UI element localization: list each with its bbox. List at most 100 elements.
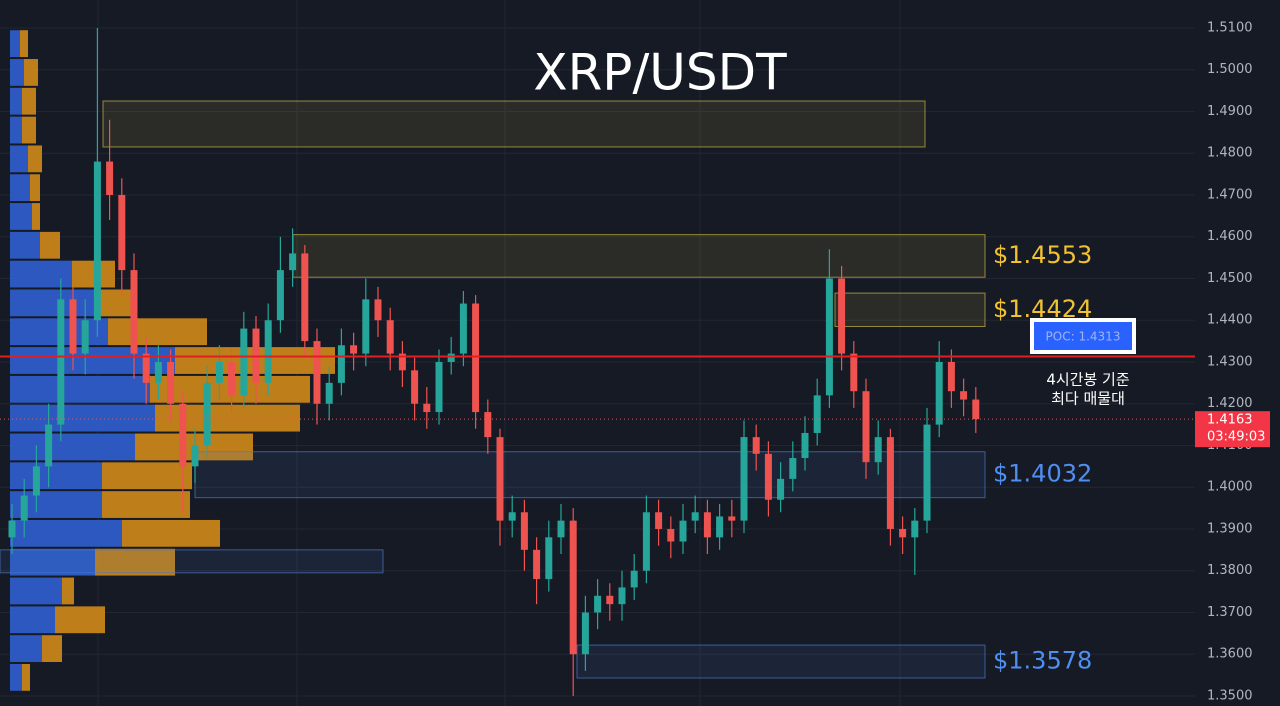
zone bbox=[102, 100, 926, 148]
candle-body bbox=[972, 399, 980, 420]
profile-sell bbox=[40, 231, 60, 259]
profile-sell bbox=[72, 260, 115, 288]
candle-body bbox=[69, 299, 77, 354]
candle-body bbox=[32, 466, 40, 496]
zone bbox=[292, 234, 986, 278]
candle-body bbox=[728, 516, 736, 521]
candle-body bbox=[557, 520, 565, 538]
zone bbox=[576, 644, 986, 679]
candle-body bbox=[642, 512, 650, 571]
zone bbox=[834, 292, 986, 327]
candle-body bbox=[374, 299, 382, 321]
profile-buy bbox=[10, 260, 72, 288]
candle-body bbox=[740, 437, 748, 521]
y-tick-label: 1.3900 bbox=[1207, 521, 1253, 536]
profile-sell bbox=[22, 663, 30, 691]
profile-sell bbox=[22, 87, 36, 115]
profile-buy bbox=[10, 145, 28, 173]
profile-sell bbox=[24, 59, 38, 86]
profile-sell bbox=[22, 116, 36, 144]
profile-sell bbox=[32, 203, 40, 230]
candle-body bbox=[960, 391, 968, 400]
y-tick-label: 1.4200 bbox=[1207, 396, 1253, 411]
profile-sell bbox=[108, 318, 207, 346]
y-tick-label: 1.4300 bbox=[1207, 354, 1253, 369]
profile-sell bbox=[122, 519, 220, 547]
profile-buy bbox=[10, 577, 62, 605]
chart-title: XRP/USDT bbox=[533, 44, 787, 102]
y-tick-label: 1.4600 bbox=[1207, 229, 1253, 244]
profile-buy bbox=[10, 635, 42, 662]
candle-body bbox=[825, 278, 833, 396]
candle-body bbox=[862, 391, 870, 463]
candle-body bbox=[484, 412, 492, 438]
candle-body bbox=[57, 299, 65, 425]
candle-body bbox=[777, 478, 785, 500]
candle-body bbox=[240, 328, 248, 396]
candle-body bbox=[337, 345, 345, 383]
profile-buy bbox=[10, 347, 175, 374]
candle-body bbox=[118, 194, 126, 271]
candle-body bbox=[350, 345, 358, 354]
candle-body bbox=[703, 512, 711, 538]
candle-body bbox=[289, 253, 297, 271]
profile-sell bbox=[102, 462, 192, 490]
y-tick-label: 1.3600 bbox=[1207, 647, 1253, 662]
candle-body bbox=[691, 512, 699, 521]
poc-box bbox=[1034, 322, 1132, 350]
y-tick-label: 1.4500 bbox=[1207, 271, 1253, 286]
y-tick-label: 1.4800 bbox=[1207, 146, 1253, 161]
candle-body bbox=[20, 495, 28, 521]
candle-body bbox=[81, 320, 89, 354]
candle-body bbox=[911, 520, 919, 538]
candle-body bbox=[130, 270, 138, 354]
profile-buy bbox=[10, 30, 20, 58]
profile-buy bbox=[10, 548, 95, 576]
profile-buy bbox=[10, 59, 24, 86]
candle-body bbox=[496, 437, 504, 521]
candle-body bbox=[716, 516, 724, 538]
profile-buy bbox=[10, 231, 40, 259]
candle-body bbox=[411, 370, 419, 404]
candle-body bbox=[886, 437, 894, 529]
candle-body bbox=[276, 270, 284, 321]
poc-label: POC: 1.4313 bbox=[1046, 330, 1121, 344]
candle-body bbox=[362, 299, 370, 354]
candle-body bbox=[899, 528, 907, 538]
candle-body bbox=[679, 520, 687, 542]
y-tick-label: 1.4900 bbox=[1207, 104, 1253, 119]
candle-body bbox=[8, 520, 16, 538]
profile-sell bbox=[95, 289, 135, 317]
candle-body bbox=[191, 445, 199, 467]
profile-sell bbox=[102, 491, 190, 518]
zone bbox=[0, 549, 384, 574]
candle-body bbox=[386, 320, 394, 354]
zone bbox=[194, 451, 986, 499]
candle-body bbox=[630, 570, 638, 588]
profile-buy bbox=[10, 663, 22, 691]
candle-body bbox=[154, 361, 162, 383]
profile-sell bbox=[155, 404, 300, 432]
profile-buy bbox=[10, 289, 95, 317]
y-tick-label: 1.3800 bbox=[1207, 563, 1253, 578]
candle-body bbox=[228, 361, 236, 396]
profile-sell bbox=[28, 145, 42, 173]
candle-body bbox=[301, 253, 309, 342]
profile-sell bbox=[20, 30, 28, 58]
zone-label: $1.3578 bbox=[993, 647, 1092, 675]
candle-body bbox=[215, 361, 223, 383]
candle-body bbox=[545, 537, 553, 580]
candle-body bbox=[472, 303, 480, 413]
last-price-box bbox=[1195, 411, 1270, 448]
profile-buy bbox=[10, 375, 150, 403]
candle-body bbox=[179, 403, 187, 467]
candle-body bbox=[508, 512, 516, 521]
candle-body bbox=[655, 512, 663, 529]
profile-buy bbox=[10, 519, 122, 547]
candle-body bbox=[838, 278, 846, 354]
candle-body bbox=[850, 353, 858, 392]
profile-sell bbox=[55, 606, 105, 634]
candle-body bbox=[435, 361, 443, 413]
profile-sell bbox=[95, 548, 175, 576]
profile-sell bbox=[62, 577, 74, 605]
